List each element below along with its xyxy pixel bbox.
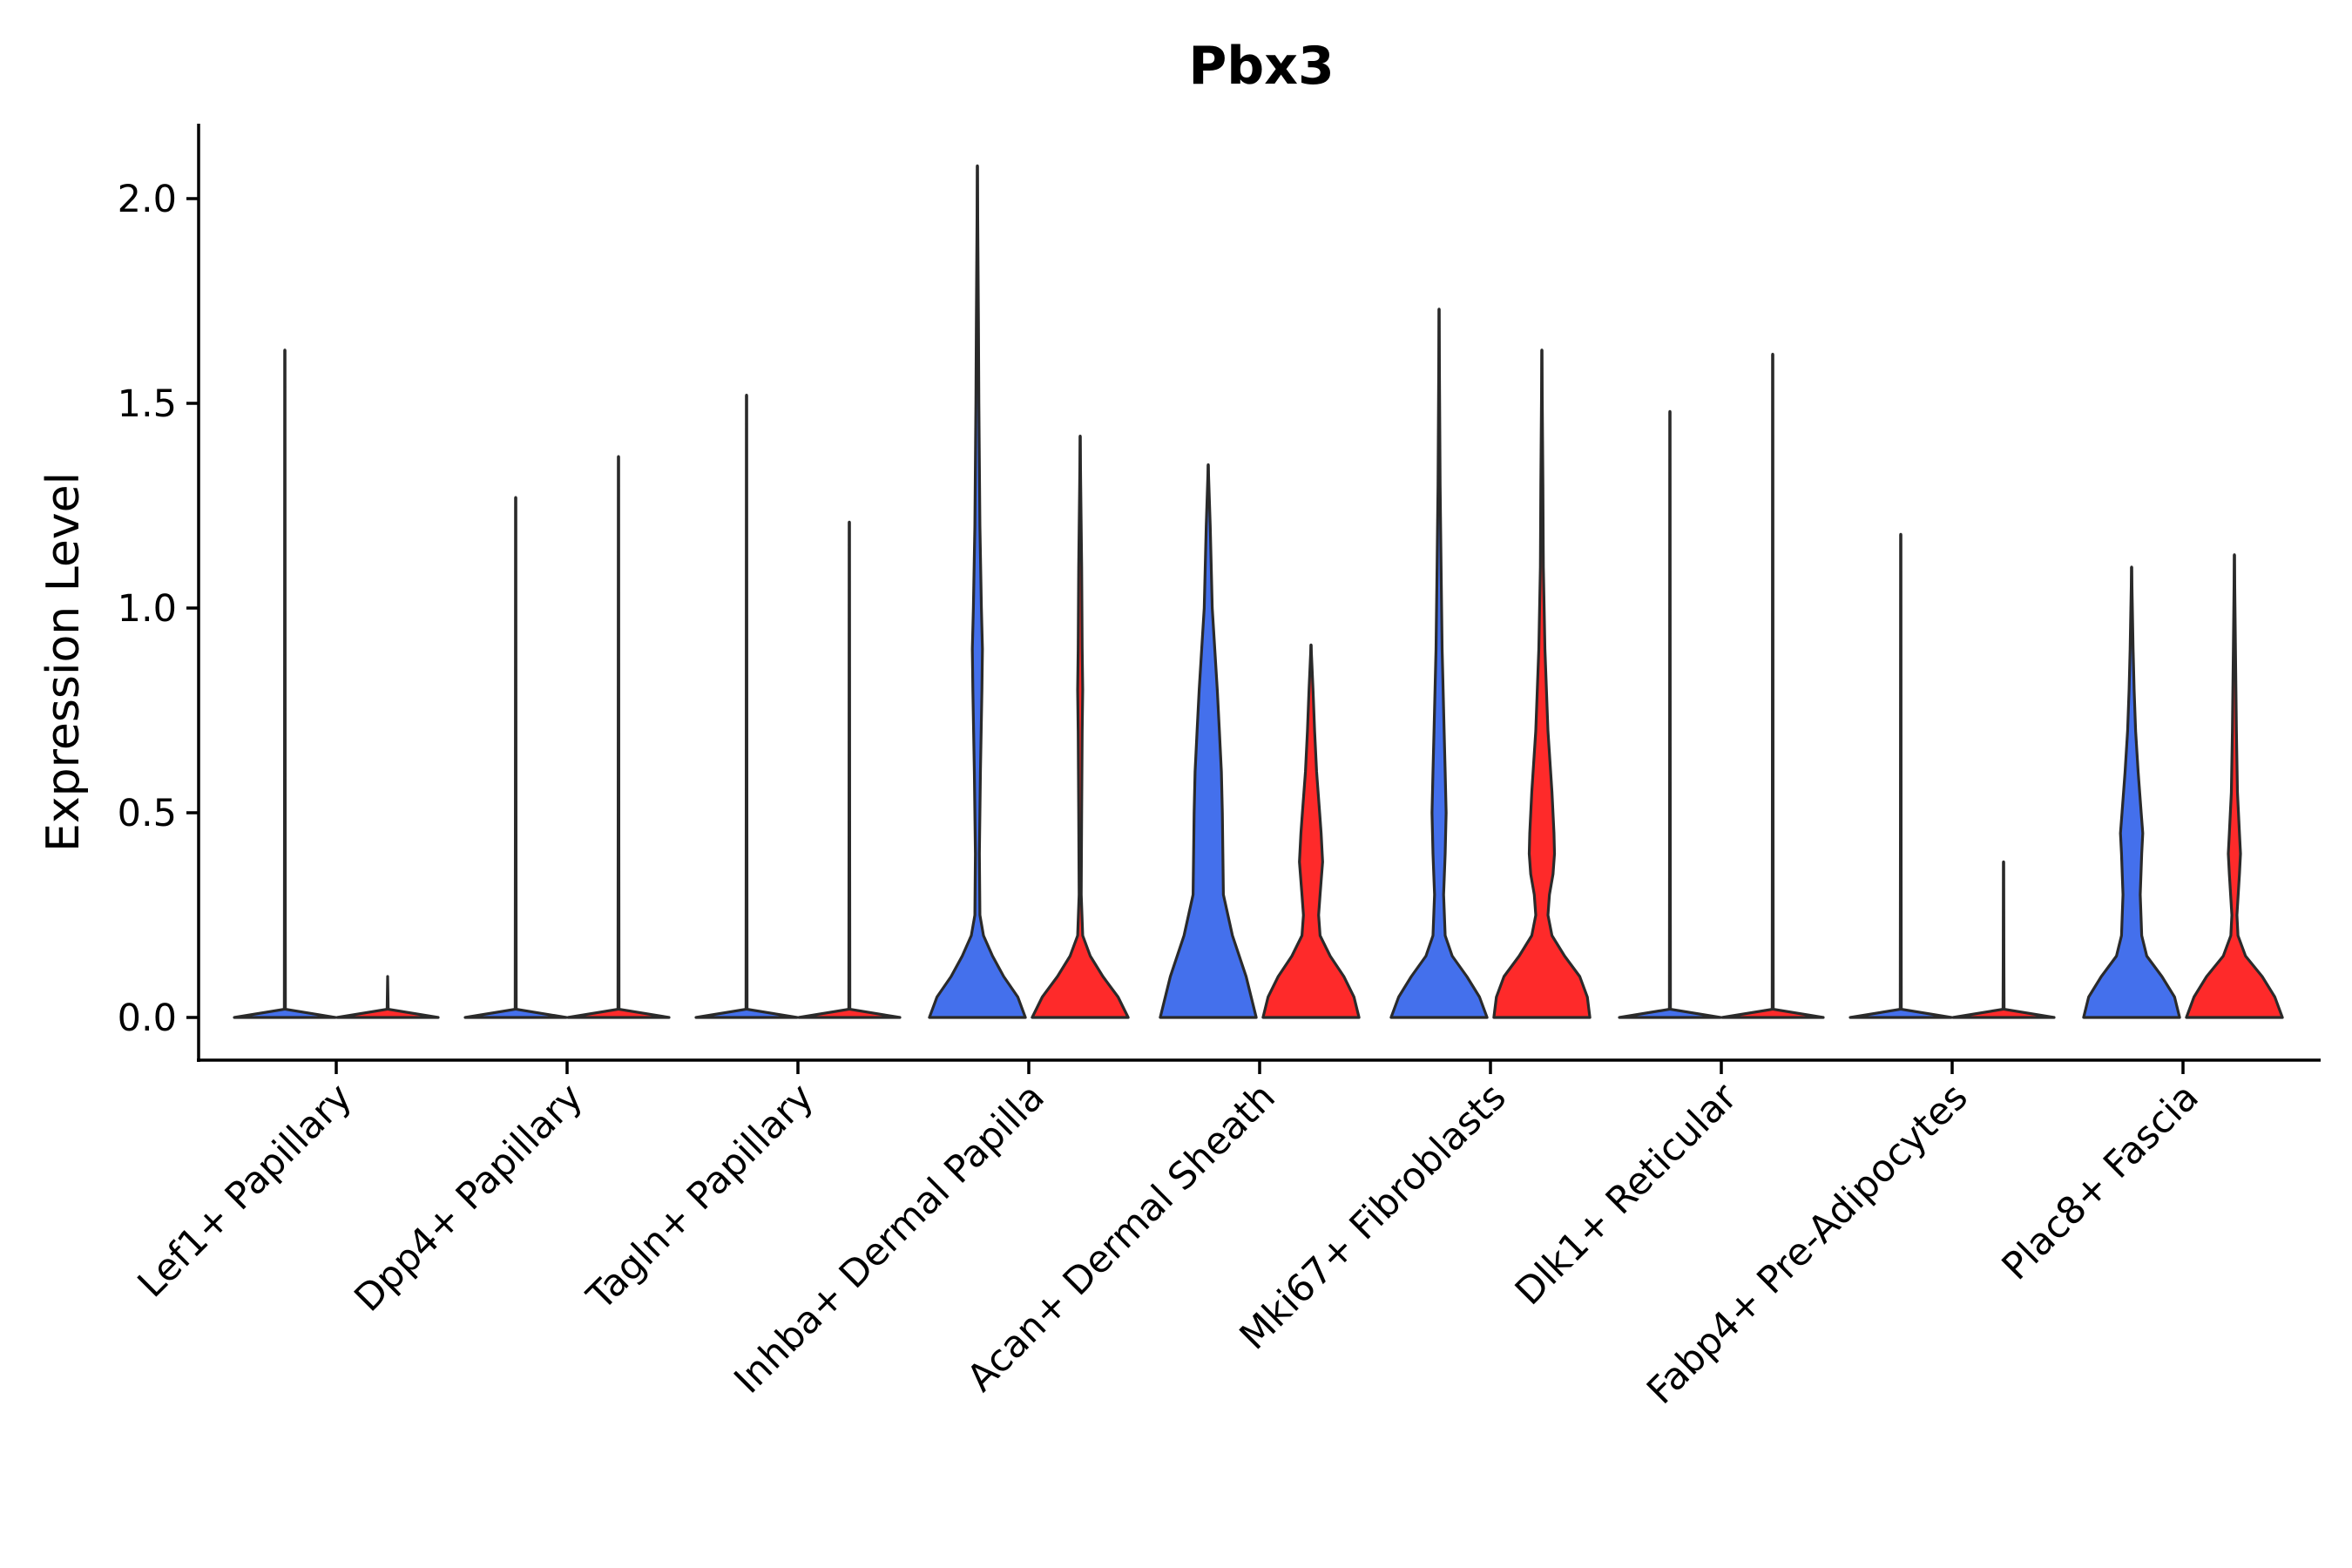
violin-group2 bbox=[2185, 553, 2284, 1019]
violin-group1 bbox=[928, 164, 1027, 1019]
y-tick-label: 1.5 bbox=[118, 382, 177, 426]
x-tick-label: Plac8+ Fascia bbox=[1994, 1075, 2207, 1288]
violin-group2 bbox=[1492, 348, 1592, 1019]
violin-group1 bbox=[2082, 565, 2181, 1019]
violin-group1 bbox=[694, 394, 799, 1019]
x-tick-label: Lef1+ Papillary bbox=[130, 1075, 361, 1306]
violin-group2 bbox=[1261, 643, 1361, 1019]
violin-group2 bbox=[566, 455, 671, 1019]
violin-group2 bbox=[797, 520, 902, 1019]
violin-group2 bbox=[1031, 435, 1130, 1019]
y-tick-label: 0.0 bbox=[118, 997, 177, 1040]
chart-title: Pbx3 bbox=[1188, 36, 1334, 97]
violin-group2 bbox=[335, 975, 440, 1019]
violin-group2 bbox=[1951, 860, 2056, 1019]
x-tick-label: Dlk1+ Reticular bbox=[1507, 1075, 1746, 1314]
violin-group1 bbox=[233, 348, 337, 1019]
violin-group1 bbox=[1618, 409, 1722, 1019]
violin-group2 bbox=[1720, 353, 1825, 1019]
violin-group1 bbox=[1389, 308, 1489, 1019]
x-tick-label: Mki67+ Fibroblasts bbox=[1232, 1075, 1515, 1358]
x-tick-label: Dpp4+ Papillary bbox=[347, 1075, 591, 1320]
violin-group1 bbox=[463, 496, 568, 1019]
y-tick-label: 1.0 bbox=[118, 587, 177, 631]
plot-area bbox=[233, 164, 2284, 1019]
y-tick-label: 2.0 bbox=[118, 178, 177, 221]
x-tick-label: Tagln+ Papillary bbox=[578, 1075, 822, 1319]
y-axis-label: Expression Level bbox=[37, 472, 90, 852]
y-axis-ticks: 0.0 0.5 1.0 1.5 2.0 bbox=[118, 178, 199, 1040]
violin-group1 bbox=[1848, 532, 1953, 1019]
y-tick-label: 0.5 bbox=[118, 792, 177, 835]
violin-group1 bbox=[1159, 463, 1258, 1019]
